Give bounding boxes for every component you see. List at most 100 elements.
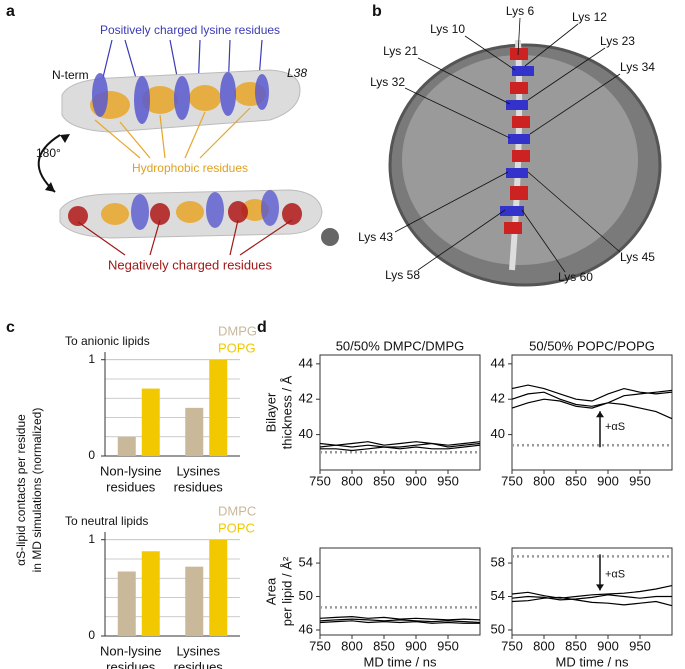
y-tick-label: 42 <box>491 391 505 406</box>
negative-patches <box>68 201 302 226</box>
residue-label: Lys 60 <box>558 270 593 284</box>
y-tick-label: 58 <box>491 554 505 569</box>
y-tick-label: 40 <box>491 426 505 441</box>
subtitle: To neutral lipids <box>65 514 148 528</box>
annotation: Hydrophobic residues <box>132 161 248 175</box>
x-tick-label: 850 <box>565 473 587 488</box>
x-tick-label: 950 <box>437 473 459 488</box>
y-tick-label: 0 <box>88 628 95 642</box>
x-tick-label: 750 <box>309 638 331 653</box>
y-axis-label: per lipid / Å² <box>279 556 294 626</box>
x-tick-label: 800 <box>341 638 363 653</box>
panel-a: a Positively charged lysine residues N-t… <box>6 3 339 272</box>
legend-entry: DMPC <box>218 503 256 518</box>
arrow-head <box>596 411 604 418</box>
bar <box>141 388 160 456</box>
data-line <box>319 620 480 624</box>
plot-frame <box>319 547 481 636</box>
annotation: L38 <box>287 66 307 80</box>
leader-lines <box>94 107 251 159</box>
y-tick-label: 1 <box>88 532 95 546</box>
x-tick-label: Lysines <box>176 643 220 658</box>
residue-label: Lys 58 <box>385 268 420 282</box>
bar <box>185 407 204 456</box>
annotation: 180° <box>36 146 61 160</box>
bar <box>209 539 228 636</box>
residue-label: Lys 12 <box>572 10 607 24</box>
legend-entry: POPC <box>218 520 255 535</box>
x-tick-label: residues <box>174 659 224 669</box>
protein-backbone <box>509 39 523 271</box>
panel-label: a <box>6 3 15 20</box>
y-tick-label: 50 <box>491 621 505 636</box>
bar <box>117 571 136 636</box>
plot-frame <box>511 354 673 471</box>
data-line <box>319 618 481 624</box>
x-tick-label: Non-lysine <box>100 643 161 658</box>
residue-label: Lys 21 <box>383 44 418 58</box>
bar <box>185 566 204 636</box>
data-line <box>511 594 672 601</box>
x-tick-label: 850 <box>565 638 587 653</box>
residue-label: Lys 23 <box>600 34 635 48</box>
annotation: +αS <box>605 421 625 433</box>
x-tick-label: Non-lysine <box>100 463 161 478</box>
x-tick-label: 800 <box>533 473 555 488</box>
x-tick-label: 950 <box>437 638 459 653</box>
lysine-patches <box>131 190 279 230</box>
panel-b: b <box>372 3 662 287</box>
x-tick-label: 850 <box>373 638 395 653</box>
annotation: N-term <box>52 68 89 82</box>
y-tick-label: 44 <box>491 355 505 370</box>
y-tick-label: 40 <box>299 426 313 441</box>
x-tick-label: 750 <box>501 638 523 653</box>
panel-label: b <box>372 3 382 20</box>
panel-label: c <box>6 319 15 336</box>
y-tick-label: 54 <box>491 588 505 603</box>
y-tick-label: 1 <box>88 352 95 366</box>
data-line <box>511 596 673 607</box>
x-tick-label: 800 <box>533 638 555 653</box>
y-axis-label: Bilayer <box>263 392 278 432</box>
x-tick-label: 750 <box>309 473 331 488</box>
x-tick-label: 900 <box>597 473 619 488</box>
y-tick-label: 50 <box>299 588 313 603</box>
arrow-head <box>596 584 604 591</box>
annotation: +αS <box>605 568 625 580</box>
lysine-patches <box>92 72 269 124</box>
arrow-head <box>60 134 70 143</box>
x-tick-label: 850 <box>373 473 395 488</box>
data-line <box>511 389 673 407</box>
data-line <box>511 585 673 599</box>
x-tick-label: residues <box>106 479 156 494</box>
x-tick-label: 950 <box>629 638 651 653</box>
y-tick-label: 42 <box>299 391 313 406</box>
y-axis-label: thickness / Å <box>279 375 294 449</box>
x-tick-label: 750 <box>501 473 523 488</box>
residue-label: Lys 32 <box>370 75 405 89</box>
chart-title: 50/50% DMPC/DMPG <box>336 338 465 353</box>
terminus <box>321 228 339 246</box>
leader-lines <box>77 219 293 256</box>
residue-label: Lys 34 <box>620 60 655 74</box>
legend-entry: POPG <box>218 340 256 355</box>
x-axis-label: MD time / ns <box>364 654 437 669</box>
y-tick-label: 44 <box>299 355 313 370</box>
x-tick-label: 900 <box>405 638 427 653</box>
y-axis-label: αS-lipid contacts per residue <box>14 414 28 566</box>
rotation-arrow <box>37 134 61 193</box>
data-line <box>511 398 673 420</box>
arrow-head <box>45 182 55 192</box>
x-tick-label: 900 <box>405 473 427 488</box>
residue-label: Lys 6 <box>506 4 535 18</box>
annotation: Positively charged lysine residues <box>100 23 280 37</box>
y-tick-label: 46 <box>299 621 313 636</box>
chart-title: 50/50% POPC/POPG <box>529 338 655 353</box>
leader-lines <box>394 17 621 273</box>
y-tick-label: 54 <box>299 554 313 569</box>
annotation: Negatively charged residues <box>108 257 273 272</box>
x-tick-label: 800 <box>341 473 363 488</box>
bar <box>209 359 228 456</box>
data-line <box>319 615 481 621</box>
x-tick-label: 950 <box>629 473 651 488</box>
